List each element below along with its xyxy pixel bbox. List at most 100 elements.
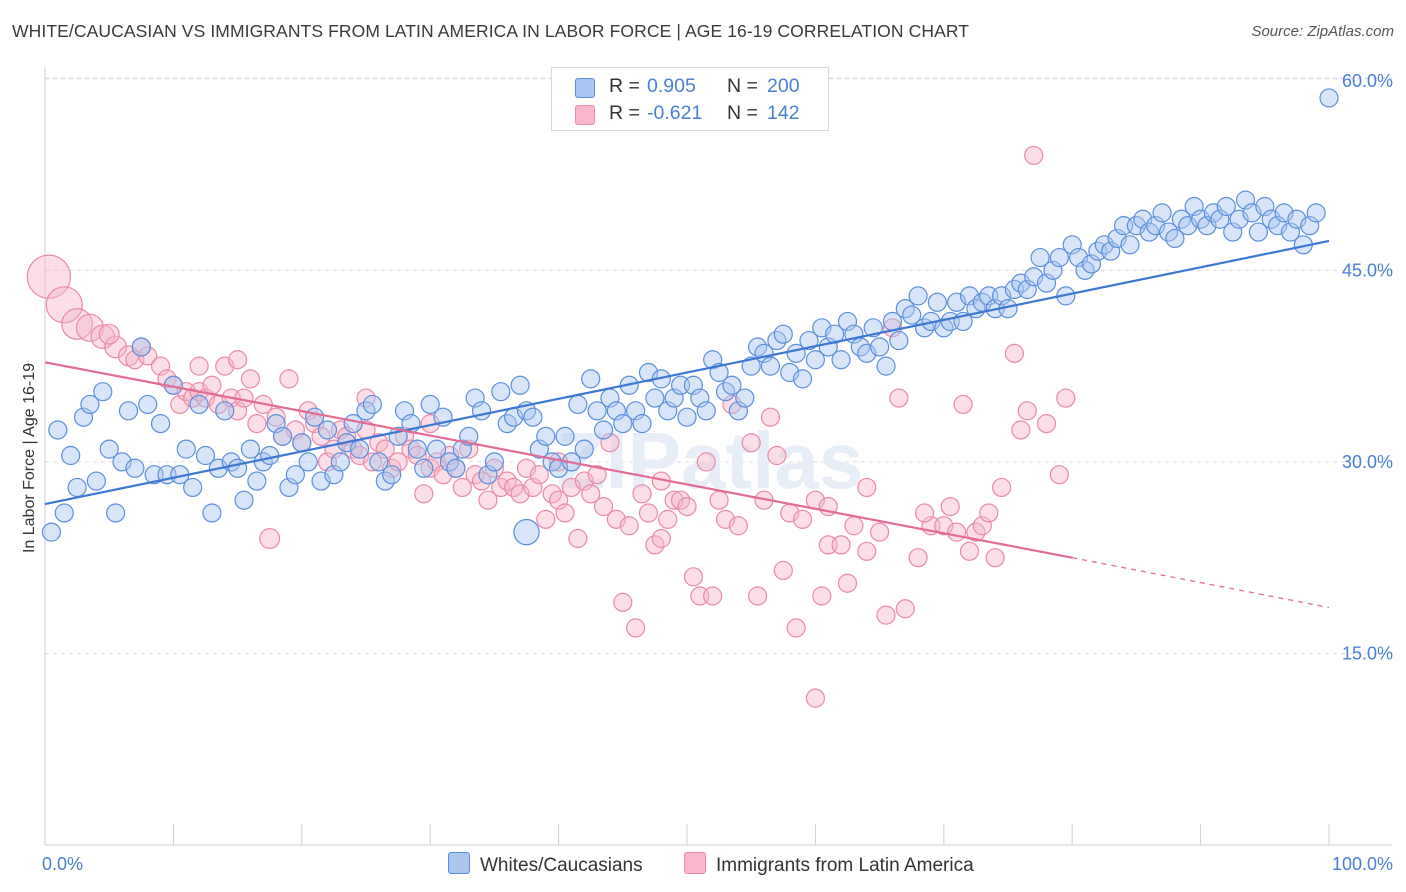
immigrant-point [805,688,826,708]
white-point [1049,247,1069,268]
white-point [1120,235,1140,255]
immigrant-point [760,407,781,427]
y-tick-label: 15.0% [1342,643,1393,663]
white-point [369,452,389,472]
immigrant-point [985,548,1005,568]
white-point [773,324,793,344]
white-point [330,452,350,472]
white-point [805,350,826,370]
bottom-legend-label: Immigrants from Latin America [716,855,974,876]
immigrant-point [953,394,973,415]
immigrant-point [593,496,614,517]
white-point [427,439,447,459]
immigrant-point [914,503,935,523]
immigrant-point [104,335,128,359]
legend-row-whites: R = 0.905 N = 200 [552,73,828,101]
immigrant-point [613,592,633,612]
white-point [183,477,203,498]
white-point [613,413,633,434]
bottom-legend-swatch-blue [448,852,470,874]
white-point [407,439,427,459]
white-point [632,413,652,434]
white-point [927,292,947,312]
immigrant-point [259,528,281,550]
white-point [536,426,556,446]
immigrant-point [979,503,999,523]
immigrant-point [478,490,498,510]
white-point [799,330,819,351]
blue-points [41,88,1339,546]
immigrant-point [638,503,659,523]
immigrant-point [683,567,704,587]
white-point [138,394,158,415]
white-point [735,388,755,408]
legend-n-label: N = [727,75,758,97]
white-point [150,413,171,434]
white-point [272,426,293,446]
white-point [195,445,216,466]
immigrant-point [362,452,383,472]
white-point [131,337,151,357]
y-tick-label: 60.0% [1342,71,1393,91]
white-point [574,439,594,459]
legend-row-immigrants: R = -0.621 N = 142 [552,100,828,128]
white-point [677,407,697,427]
white-point [41,522,62,542]
immigrant-point [529,465,549,485]
immigrant-point [414,484,434,504]
immigrant-point [857,541,877,561]
white-point [709,362,729,383]
white-point [513,518,540,546]
axes [44,67,1392,846]
white-point [349,439,370,459]
white-point [106,503,126,523]
white-point [1248,222,1268,242]
immigrant-point [1056,388,1076,408]
white-point [722,375,742,395]
immigrant-point [247,413,267,434]
white-point [587,401,607,421]
immigrant-trend-extension [1072,557,1330,609]
white-point [86,471,106,491]
immigrant-point [279,369,299,389]
immigrant-point [767,445,787,466]
white-point [645,388,665,408]
white-trend-line [44,239,1330,506]
immigrant-point [889,388,909,408]
white-point [382,465,402,485]
immigrant-point [748,586,768,606]
x-tick-label: 0.0% [42,854,83,874]
y-tick-label: 45.0% [1342,260,1393,280]
y-tick-label: 30.0% [1342,452,1393,472]
watermark: ZIPatlas [557,416,864,505]
immigrant-point [587,465,607,485]
white-point [317,420,338,440]
white-point [54,503,74,523]
immigrant-point [876,605,896,625]
immigrant-point [202,375,222,395]
chart-title: WHITE/CAUCASIAN VS IMMIGRANTS FROM LATIN… [12,21,970,41]
white-point [696,401,716,421]
legend-n-value: 200 [767,75,800,97]
white-point [908,286,928,306]
white-point [889,330,909,351]
white-point [80,394,100,415]
white-point [202,503,222,523]
legend-r-label: R = [609,102,640,124]
white-point [1030,247,1050,268]
white-point [902,305,922,325]
immigrant-point [696,452,716,472]
immigrant-point [452,477,472,498]
legend-n-value: 142 [767,102,800,124]
immigrant-point [1017,401,1037,421]
x-tick-label: 100.0% [1332,854,1393,874]
white-point [863,318,883,338]
immigrant-point [709,490,729,510]
white-point [760,356,781,376]
y-axis-label: In Labor Force | Age 16-19 [21,363,38,553]
white-point [741,356,761,376]
immigrant-point [189,356,209,376]
correlation-legend: R = 0.905 N = 200 R = -0.621 N = 142 [551,67,829,131]
immigrant-point [895,599,915,619]
